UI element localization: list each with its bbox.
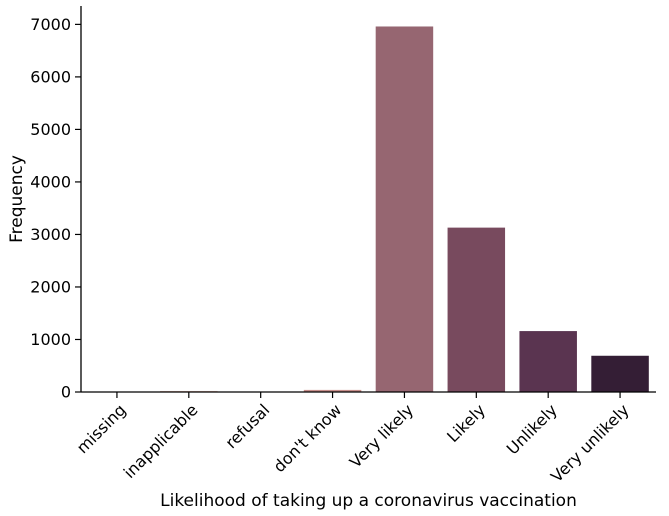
x-tick-label: don't know bbox=[270, 400, 346, 476]
x-tick-label: missing bbox=[73, 400, 130, 457]
x-tick-label: Likely bbox=[443, 400, 489, 446]
x-axis-title: Likelihood of taking up a coronavirus va… bbox=[160, 491, 577, 511]
x-tick-label: Unlikely bbox=[503, 400, 561, 458]
bar-3 bbox=[303, 389, 362, 392]
y-axis-title: Frequency bbox=[7, 155, 27, 243]
y-tick-label: 2000 bbox=[30, 277, 71, 296]
y-tick-label: 1000 bbox=[30, 330, 71, 349]
x-tick-label: Very likely bbox=[346, 400, 417, 471]
x-tick-label: refusal bbox=[221, 400, 273, 452]
y-tick-label: 0 bbox=[61, 383, 71, 402]
bar-4 bbox=[375, 26, 434, 393]
bar-7 bbox=[591, 355, 649, 392]
y-tick-label: 5000 bbox=[30, 120, 71, 139]
y-tick-label: 3000 bbox=[30, 225, 71, 244]
y-tick-label: 7000 bbox=[30, 15, 71, 34]
bar-6 bbox=[519, 331, 577, 392]
y-axis-ticks: 0 1000 2000 3000 4000 5000 6000 7000 bbox=[30, 15, 81, 402]
bars-group bbox=[88, 26, 649, 393]
y-tick-label: 6000 bbox=[30, 67, 71, 86]
bar-5 bbox=[447, 227, 506, 392]
y-tick-label: 4000 bbox=[30, 172, 71, 191]
x-tick-label: inapplicable bbox=[120, 400, 202, 482]
